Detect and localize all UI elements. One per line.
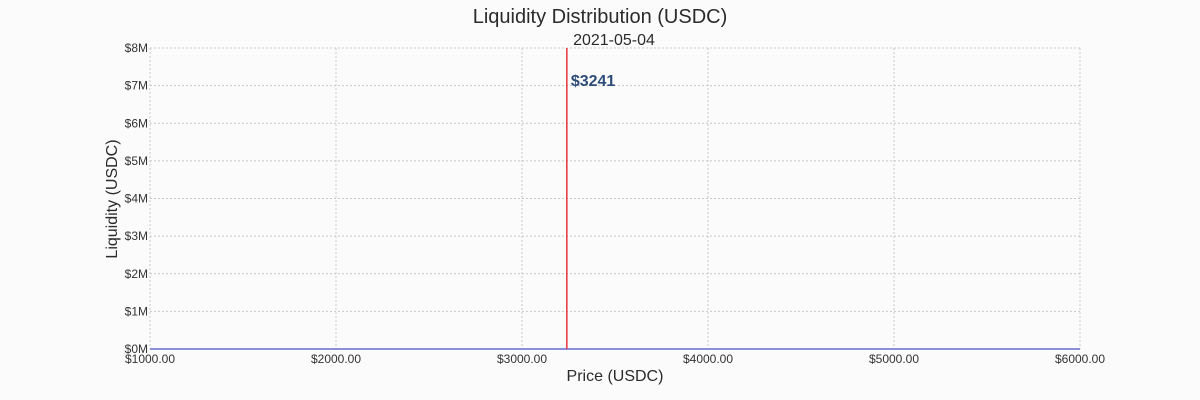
y-tick-label: $8M <box>125 41 148 55</box>
y-tick-label: $0M <box>125 342 148 356</box>
x-tick-label: $2000.00 <box>311 352 361 366</box>
x-axis-label: Price (USDC) <box>567 368 664 385</box>
axes: $1000.00 $2000.00 $3000.00 $4000.00 $5000.00… <box>125 41 1106 366</box>
chart-subtitle: 2021-05-04 <box>573 32 655 49</box>
y-tick-label: $4M <box>125 192 148 206</box>
y-axis-label: Liquidity (USDC) <box>104 139 121 258</box>
y-tick-label: $2M <box>125 267 148 281</box>
current-price-label: $3241 <box>571 73 616 90</box>
y-tick-label: $3M <box>125 229 148 243</box>
chart-title: Liquidity Distribution (USDC) <box>473 6 728 28</box>
x-tick-label: $1000.00 <box>125 352 175 366</box>
x-tick-label: $3000.00 <box>497 352 547 366</box>
x-tick-label: $5000.00 <box>869 352 919 366</box>
y-tick-label: $7M <box>125 79 148 93</box>
y-tick-label: $6M <box>125 116 148 130</box>
current-price-marker: $3241 <box>566 48 616 349</box>
y-tick-label: $1M <box>125 304 148 318</box>
x-tick-label: $4000.00 <box>683 352 733 366</box>
x-tick-label: $6000.00 <box>1055 352 1105 366</box>
y-tick-label: $5M <box>125 154 148 168</box>
